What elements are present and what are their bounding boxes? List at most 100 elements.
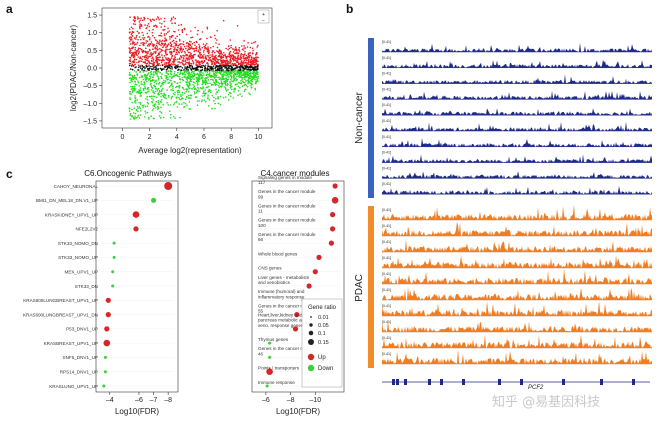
ma-point xyxy=(222,96,225,99)
ma-point xyxy=(178,75,180,78)
ma-point xyxy=(149,95,152,98)
ma-point xyxy=(188,61,190,64)
ma-point xyxy=(249,72,251,75)
ma-point xyxy=(244,75,246,78)
ma-point xyxy=(234,57,236,60)
ma-point xyxy=(189,55,192,58)
ma-point xyxy=(176,96,178,98)
ma-point xyxy=(178,61,181,63)
ma-point xyxy=(242,57,245,60)
ma-point xyxy=(146,101,149,104)
coverage-signal xyxy=(382,108,652,116)
legend-down-dot xyxy=(307,364,315,372)
ma-point xyxy=(156,73,158,75)
ma-point xyxy=(181,103,183,105)
ma-point xyxy=(172,16,175,18)
ma-point xyxy=(150,72,153,75)
ma-point xyxy=(213,99,215,102)
ma-point xyxy=(158,103,160,105)
ma-point xyxy=(216,69,218,72)
ma-point xyxy=(159,34,162,37)
cancer-modules-chart: C4.cancer modules Signaling genes in mod… xyxy=(251,169,345,416)
ma-point xyxy=(188,97,191,99)
ma-point xyxy=(244,62,246,64)
ma-point xyxy=(225,89,228,92)
ma-point xyxy=(232,56,235,59)
ma-point xyxy=(152,60,155,62)
ma-point xyxy=(190,36,192,39)
ma-point xyxy=(203,74,205,76)
ma-point xyxy=(191,71,193,73)
ma-point xyxy=(219,55,221,57)
coverage-signal xyxy=(382,320,652,332)
ma-point xyxy=(158,77,160,80)
ma-point xyxy=(186,84,189,86)
ma-point xyxy=(192,47,194,50)
ma-point xyxy=(150,82,152,85)
ma-point xyxy=(213,82,216,84)
ma-point xyxy=(217,81,220,84)
ma-point xyxy=(219,72,222,75)
ma-point xyxy=(217,55,220,58)
ma-point xyxy=(191,74,194,76)
ma-point xyxy=(131,53,133,56)
ma-point xyxy=(160,106,162,108)
dot-point xyxy=(111,270,115,274)
ma-point xyxy=(217,85,220,87)
ma-point xyxy=(156,62,159,65)
ma-point xyxy=(142,44,144,46)
ma-point xyxy=(161,73,163,75)
ma-point xyxy=(168,58,171,60)
xtick-label: –6 xyxy=(135,397,143,404)
category-label: MEK_UPV1_UP xyxy=(65,270,98,275)
ma-point xyxy=(171,76,173,79)
ma-point xyxy=(213,76,216,79)
ma-point xyxy=(140,81,143,83)
ma-point xyxy=(187,94,190,97)
panel-label-c: c xyxy=(6,167,13,181)
ma-point xyxy=(233,88,235,91)
ma-point xyxy=(231,57,234,60)
ma-point xyxy=(217,76,219,79)
ma-point xyxy=(181,67,184,69)
ma-point xyxy=(246,68,248,71)
category-label: BMI1_DN_MEL18_DN.V1_UP xyxy=(36,198,98,203)
ma-point xyxy=(234,67,236,70)
ma-point xyxy=(146,91,149,93)
ma-point xyxy=(162,29,164,31)
ma-point xyxy=(252,64,254,66)
ma-point xyxy=(207,73,209,76)
ma-point xyxy=(205,47,208,50)
ma-point xyxy=(129,57,132,59)
ma-point xyxy=(249,61,252,63)
ma-point xyxy=(229,39,232,41)
ma-point xyxy=(226,59,229,62)
ma-point xyxy=(132,19,135,21)
ma-point xyxy=(228,62,230,64)
ma-point xyxy=(128,71,131,74)
ma-point xyxy=(239,93,241,95)
ma-point xyxy=(148,35,150,38)
ma-point xyxy=(208,99,211,101)
ma-point xyxy=(165,77,168,79)
ma-point xyxy=(186,45,188,47)
ma-point xyxy=(212,58,214,60)
ma-point xyxy=(139,101,142,104)
xtick-label: –7 xyxy=(150,397,158,404)
chart2-title: C4.cancer modules xyxy=(261,169,330,178)
ma-point xyxy=(134,59,136,61)
ma-point xyxy=(140,91,143,94)
ma-point xyxy=(148,89,150,91)
ma-point xyxy=(242,53,244,56)
ma-point xyxy=(188,108,190,110)
ma-point xyxy=(252,60,255,63)
ma-point xyxy=(178,43,181,46)
ma-point xyxy=(179,55,182,57)
dot-point xyxy=(330,212,336,218)
ma-point xyxy=(206,49,209,51)
ma-point xyxy=(154,95,156,98)
ma-point xyxy=(238,50,241,52)
ma-point xyxy=(128,51,131,53)
ma-point xyxy=(147,50,149,53)
ma-point xyxy=(183,92,186,94)
